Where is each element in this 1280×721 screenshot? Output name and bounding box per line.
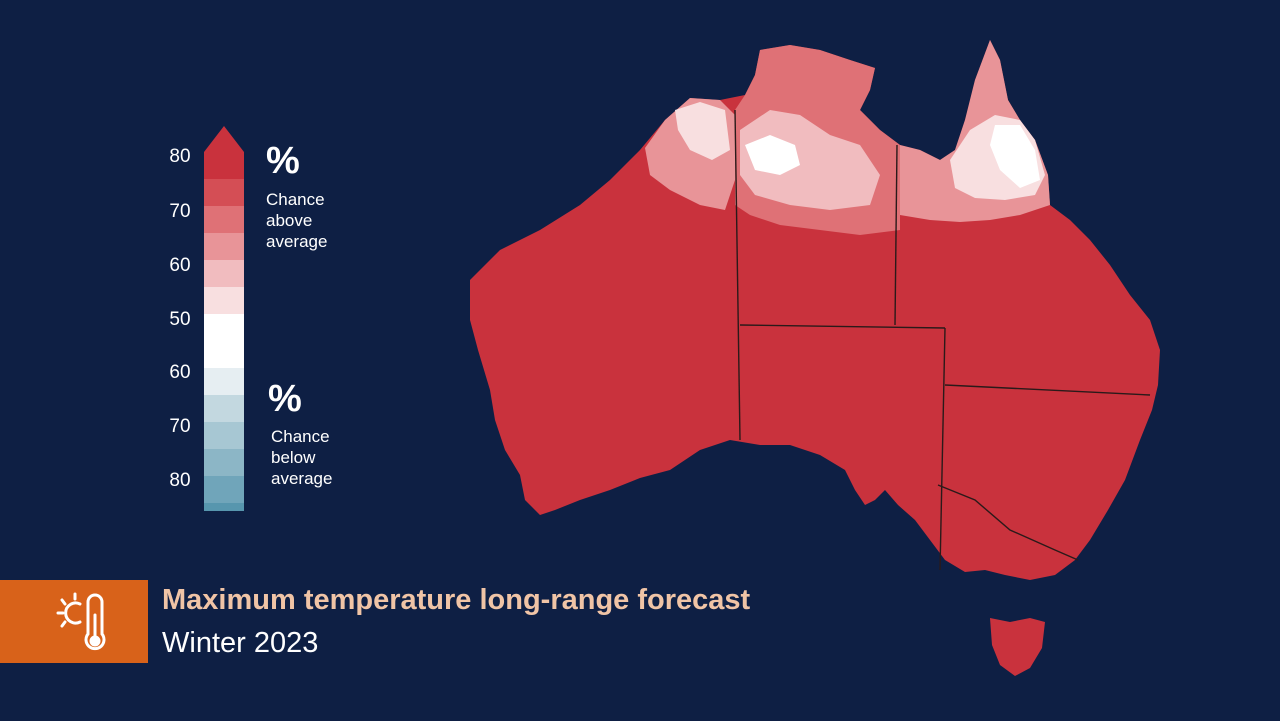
legend-below-caption: Chance below average xyxy=(271,426,332,489)
legend-tick-above-80: 80 xyxy=(169,146,191,167)
legend-tick-above-70: 70 xyxy=(169,201,191,222)
sun-thermometer-icon xyxy=(56,592,106,651)
legend-tick-below-70: 70 xyxy=(169,416,191,437)
cape-york-white xyxy=(990,125,1040,188)
legend-swatch-below xyxy=(204,476,244,504)
legend-swatch-above xyxy=(204,179,244,207)
legend-below-caption-line: below xyxy=(271,448,316,467)
legend-tick-above-60: 60 xyxy=(169,255,191,276)
legend-swatch-above xyxy=(204,152,244,180)
legend-below-caption-line: average xyxy=(271,469,333,488)
legend-swatch-above xyxy=(204,287,244,315)
legend-swatch-above xyxy=(204,233,244,261)
legend-above-caption-line: Chance xyxy=(266,190,325,209)
legend-above-percent-symbol: % xyxy=(266,140,300,182)
legend-swatch-below xyxy=(204,503,244,511)
legend-tick-below-80: 80 xyxy=(169,470,191,491)
legend-swatch-below xyxy=(204,449,244,477)
legend-top-arrow xyxy=(204,126,244,152)
top-end-light xyxy=(740,110,880,210)
legend-swatch-below xyxy=(204,368,244,396)
title-icon-panel xyxy=(0,580,148,663)
legend-tick-50: 50 xyxy=(169,309,191,330)
legend-above-caption-line: above xyxy=(266,211,313,230)
legend-swatch-above xyxy=(204,206,244,234)
legend-above-caption: Chance above average xyxy=(266,189,327,252)
legend-tick-below-60: 60 xyxy=(169,362,191,383)
legend-swatch-below xyxy=(204,422,244,450)
legend-color-bar xyxy=(204,126,244,511)
forecast-season: Winter 2023 xyxy=(162,627,319,659)
legend-below-percent-symbol: % xyxy=(268,378,302,420)
legend-below-caption-line: Chance xyxy=(271,427,330,446)
legend-swatch-neutral xyxy=(204,314,244,369)
kimberley-light xyxy=(675,102,730,160)
forecast-title: Maximum temperature long-range forecast xyxy=(162,584,751,616)
state-borders xyxy=(734,109,1151,571)
legend-above-caption-line: average xyxy=(266,232,328,251)
legend-swatch-above xyxy=(204,260,244,288)
tasmania xyxy=(990,618,1045,676)
top-end-white xyxy=(745,135,800,175)
legend-swatch-below xyxy=(204,395,244,423)
